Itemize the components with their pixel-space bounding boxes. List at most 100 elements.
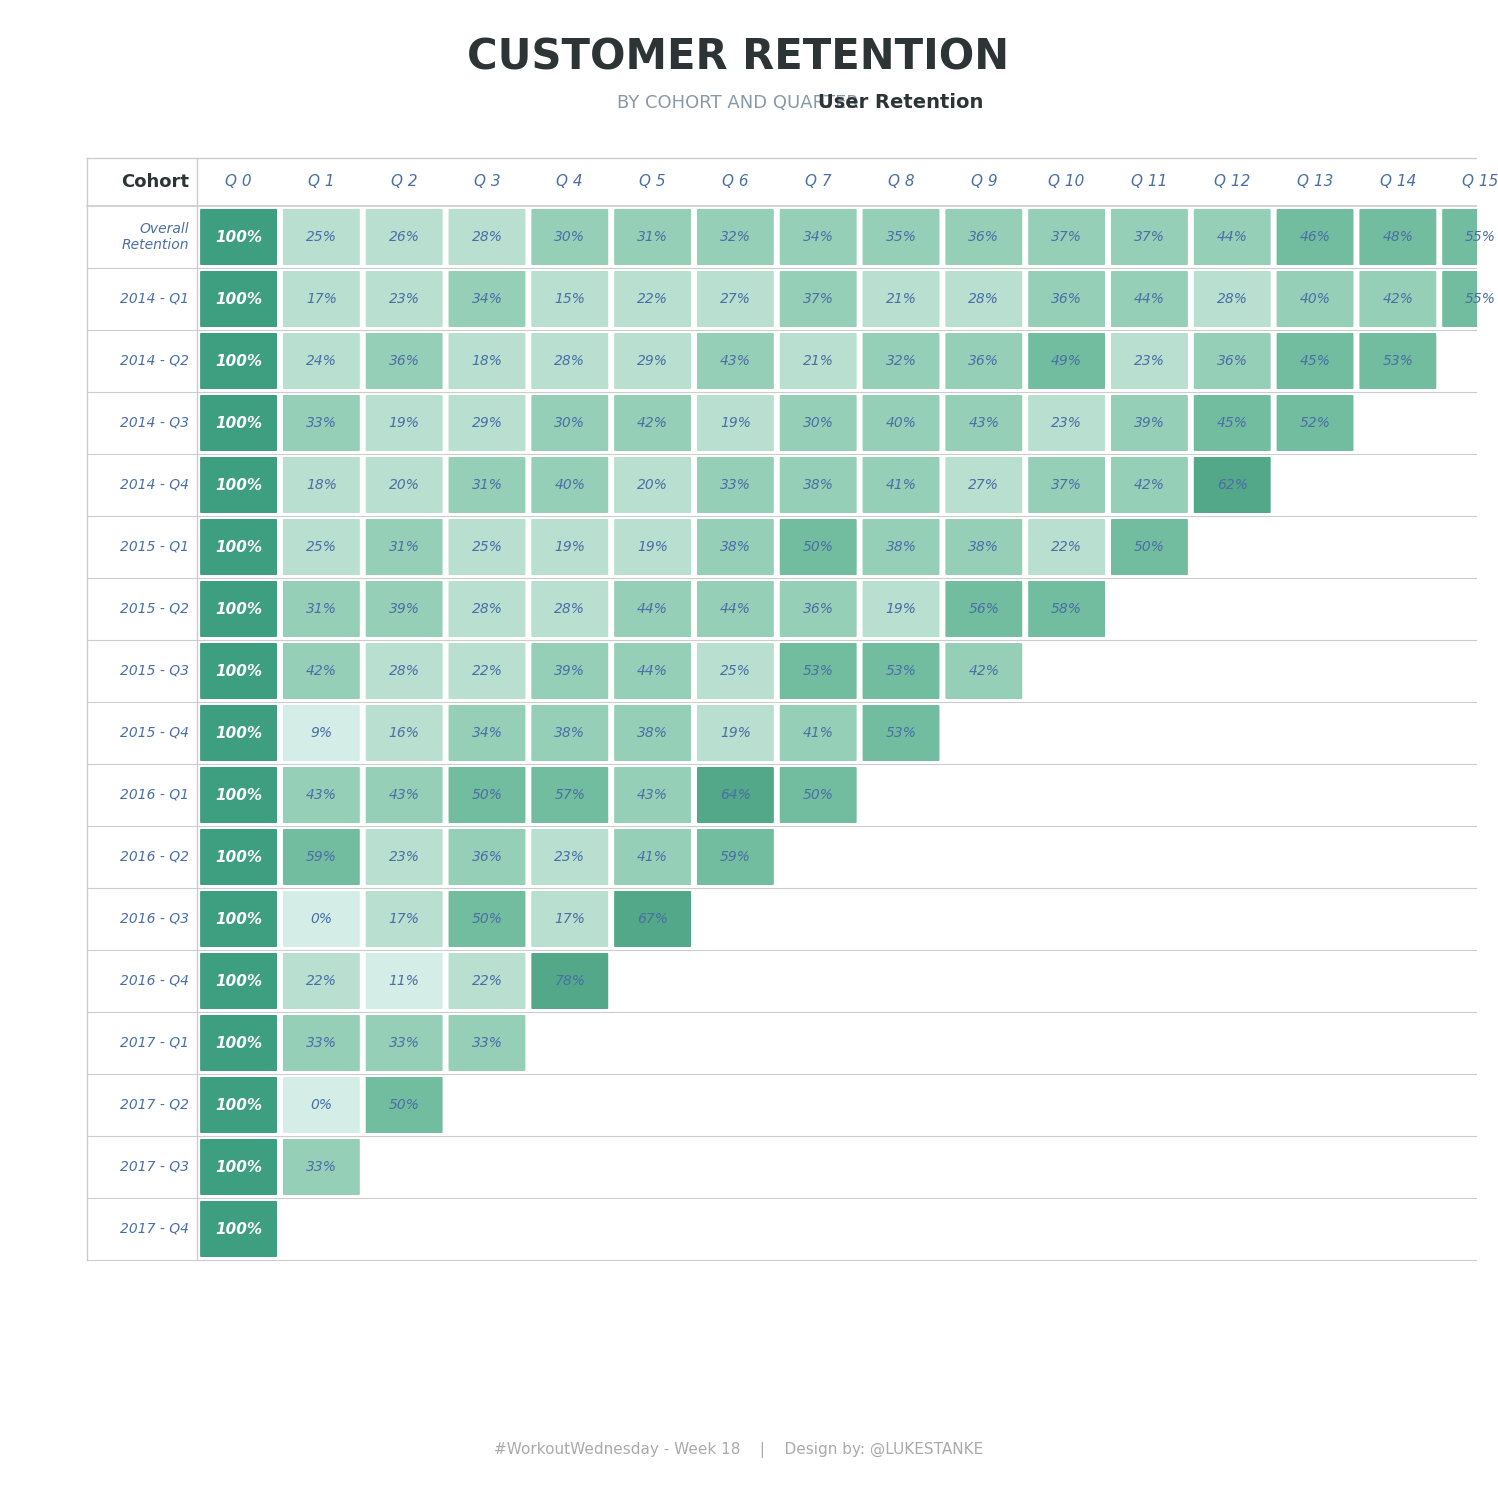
FancyBboxPatch shape <box>1443 271 1498 327</box>
FancyBboxPatch shape <box>201 706 277 761</box>
Text: 48%: 48% <box>1383 231 1413 244</box>
Text: 21%: 21% <box>803 354 834 369</box>
FancyBboxPatch shape <box>532 828 608 885</box>
Text: 100%: 100% <box>216 849 262 864</box>
Text: 2017 - Q3: 2017 - Q3 <box>120 1159 189 1174</box>
FancyBboxPatch shape <box>863 643 939 700</box>
Text: 100%: 100% <box>216 725 262 740</box>
FancyBboxPatch shape <box>201 643 277 700</box>
Text: 28%: 28% <box>389 664 419 679</box>
FancyBboxPatch shape <box>945 518 1022 575</box>
FancyBboxPatch shape <box>780 643 857 700</box>
Text: 2015 - Q1: 2015 - Q1 <box>120 539 189 554</box>
FancyBboxPatch shape <box>366 1016 442 1071</box>
Text: 100%: 100% <box>216 788 262 803</box>
FancyBboxPatch shape <box>532 643 608 700</box>
FancyBboxPatch shape <box>1276 271 1354 327</box>
Text: 33%: 33% <box>472 1037 502 1050</box>
FancyBboxPatch shape <box>201 828 277 885</box>
Text: 50%: 50% <box>803 788 834 801</box>
Text: 33%: 33% <box>306 1159 337 1174</box>
FancyBboxPatch shape <box>863 457 939 512</box>
FancyBboxPatch shape <box>1194 395 1270 451</box>
FancyBboxPatch shape <box>201 891 277 947</box>
FancyBboxPatch shape <box>283 828 360 885</box>
FancyBboxPatch shape <box>1194 271 1270 327</box>
Text: 25%: 25% <box>721 664 750 679</box>
FancyBboxPatch shape <box>945 643 1022 700</box>
Text: 27%: 27% <box>721 292 750 306</box>
Text: 57%: 57% <box>554 788 586 801</box>
Text: 78%: 78% <box>554 974 586 989</box>
FancyBboxPatch shape <box>201 767 277 822</box>
Text: 36%: 36% <box>1052 292 1082 306</box>
Text: 38%: 38% <box>554 727 586 740</box>
Text: 50%: 50% <box>803 539 834 554</box>
FancyBboxPatch shape <box>780 271 857 327</box>
Text: Q 1: Q 1 <box>309 174 334 190</box>
FancyBboxPatch shape <box>614 706 691 761</box>
FancyBboxPatch shape <box>366 457 442 512</box>
FancyBboxPatch shape <box>1443 210 1498 265</box>
Text: 34%: 34% <box>472 292 502 306</box>
Text: 29%: 29% <box>637 354 668 369</box>
Text: 20%: 20% <box>389 478 419 491</box>
Text: 25%: 25% <box>306 231 337 244</box>
Text: 41%: 41% <box>885 478 917 491</box>
Text: 36%: 36% <box>968 354 999 369</box>
FancyBboxPatch shape <box>697 271 774 327</box>
FancyBboxPatch shape <box>863 518 939 575</box>
Text: 32%: 32% <box>721 231 750 244</box>
FancyBboxPatch shape <box>614 518 691 575</box>
Text: BY COHORT AND QUARTER: BY COHORT AND QUARTER <box>617 94 860 112</box>
Text: Q 13: Q 13 <box>1297 174 1333 190</box>
Text: 23%: 23% <box>389 292 419 306</box>
Text: 44%: 44% <box>1134 292 1165 306</box>
FancyBboxPatch shape <box>201 581 277 637</box>
Text: 42%: 42% <box>1134 478 1165 491</box>
Text: 28%: 28% <box>554 354 586 369</box>
Text: 38%: 38% <box>721 539 750 554</box>
Text: Overall
Retention: Overall Retention <box>121 222 189 252</box>
Text: 2015 - Q3: 2015 - Q3 <box>120 664 189 679</box>
Text: 43%: 43% <box>968 416 999 430</box>
FancyBboxPatch shape <box>448 271 526 327</box>
Text: 50%: 50% <box>472 912 502 926</box>
Text: 100%: 100% <box>216 1221 262 1236</box>
FancyBboxPatch shape <box>448 706 526 761</box>
Text: 26%: 26% <box>389 231 419 244</box>
Text: 41%: 41% <box>637 849 668 864</box>
Text: 11%: 11% <box>389 974 419 989</box>
Text: 44%: 44% <box>637 664 668 679</box>
Text: 32%: 32% <box>885 354 917 369</box>
Text: 22%: 22% <box>472 974 502 989</box>
FancyBboxPatch shape <box>366 581 442 637</box>
FancyBboxPatch shape <box>532 395 608 451</box>
Text: 2014 - Q3: 2014 - Q3 <box>120 416 189 430</box>
Text: 100%: 100% <box>216 292 262 307</box>
FancyBboxPatch shape <box>448 518 526 575</box>
FancyBboxPatch shape <box>201 333 277 389</box>
Text: Q 0: Q 0 <box>225 174 252 190</box>
Text: 27%: 27% <box>968 478 999 491</box>
Text: 100%: 100% <box>216 1159 262 1174</box>
FancyBboxPatch shape <box>1028 210 1106 265</box>
FancyBboxPatch shape <box>945 581 1022 637</box>
FancyBboxPatch shape <box>366 767 442 822</box>
Text: 34%: 34% <box>472 727 502 740</box>
Text: 22%: 22% <box>1052 539 1082 554</box>
Text: 9%: 9% <box>310 727 333 740</box>
Text: 100%: 100% <box>216 602 262 617</box>
Text: 33%: 33% <box>306 1037 337 1050</box>
Text: Q 3: Q 3 <box>473 174 500 190</box>
Text: 31%: 31% <box>306 602 337 616</box>
FancyBboxPatch shape <box>863 706 939 761</box>
Text: 18%: 18% <box>472 354 502 369</box>
Text: 40%: 40% <box>885 416 917 430</box>
FancyBboxPatch shape <box>283 518 360 575</box>
Text: 19%: 19% <box>721 727 750 740</box>
Text: 40%: 40% <box>554 478 586 491</box>
FancyBboxPatch shape <box>863 395 939 451</box>
FancyBboxPatch shape <box>201 1077 277 1132</box>
Text: 19%: 19% <box>721 416 750 430</box>
